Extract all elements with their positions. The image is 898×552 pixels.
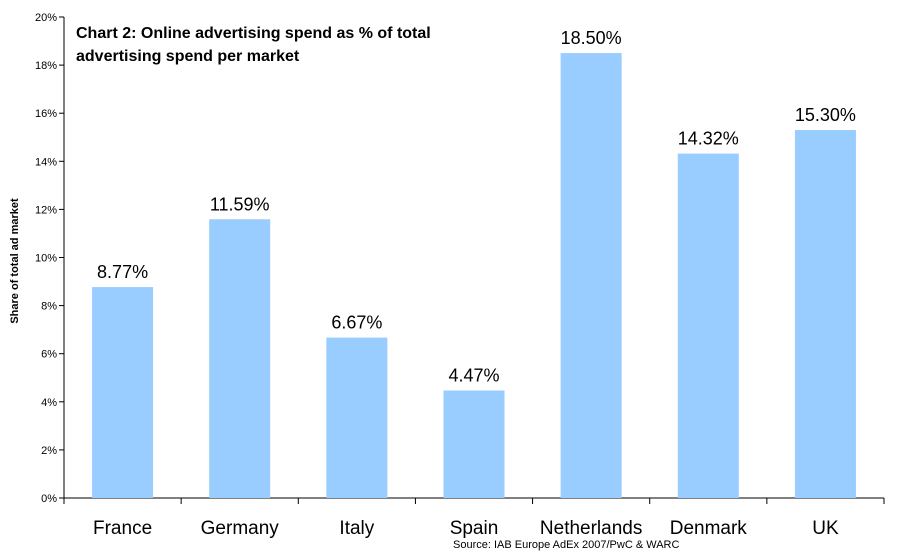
x-tick-label-germany: Germany	[201, 518, 280, 539]
data-label-netherlands: 18.50%	[561, 28, 622, 48]
x-tick-label-spain: Spain	[450, 518, 499, 539]
data-label-denmark: 14.32%	[678, 129, 739, 149]
y-tick-label: 16%	[35, 108, 57, 120]
data-label-italy: 6.67%	[331, 313, 382, 333]
data-label-spain: 4.47%	[448, 365, 499, 385]
x-tick-label-uk: UK	[812, 518, 839, 539]
chart-title-line-2: advertising spend per market	[76, 48, 300, 65]
x-tick-label-italy: Italy	[339, 518, 374, 539]
x-tick-label-france: France	[93, 518, 152, 539]
bar-spain	[443, 390, 505, 498]
y-tick-label: 4%	[41, 397, 57, 409]
y-tick-label: 12%	[35, 204, 57, 216]
bar-germany	[209, 219, 271, 498]
bar-uk	[794, 130, 856, 498]
data-label-germany: 11.59%	[210, 194, 270, 214]
source-note: Source: IAB Europe AdEx 2007/PwC & WARC	[453, 539, 679, 551]
bar-denmark	[677, 153, 739, 498]
data-label-france: 8.77%	[97, 262, 148, 282]
bars	[92, 53, 856, 498]
y-tick-label: 0%	[41, 493, 57, 505]
y-tick-label: 20%	[35, 12, 57, 24]
data-labels: 8.77% 11.59% 6.67% 4.47% 18.50% 14.32% 15.30%	[97, 28, 856, 385]
y-tick-label: 6%	[41, 349, 57, 361]
chart-title-line-1: Chart 2: Online advertising spend as % o…	[76, 25, 431, 42]
y-axis-ticks: 0% 2% 4% 6% 8% 10% 12% 14% 16% 18% 20%	[35, 12, 64, 505]
bar-italy	[326, 337, 388, 498]
chart-title: Chart 2: Online advertising spend as % o…	[76, 25, 431, 65]
x-tick-label-denmark: Denmark	[670, 518, 748, 539]
y-tick-label: 8%	[41, 301, 57, 313]
y-axis-label: Share of total ad market	[9, 198, 21, 324]
bar-france	[92, 287, 154, 498]
y-tick-label: 18%	[35, 60, 57, 72]
data-label-uk: 15.30%	[795, 105, 856, 125]
x-tick-label-netherlands: Netherlands	[540, 518, 642, 539]
y-tick-label: 2%	[41, 445, 57, 457]
bar-netherlands	[560, 53, 622, 498]
x-axis-ticks: France Germany Italy Spain Netherlands Denmar…	[63, 498, 885, 539]
y-tick-label: 10%	[35, 253, 57, 265]
y-tick-label: 14%	[35, 156, 57, 168]
